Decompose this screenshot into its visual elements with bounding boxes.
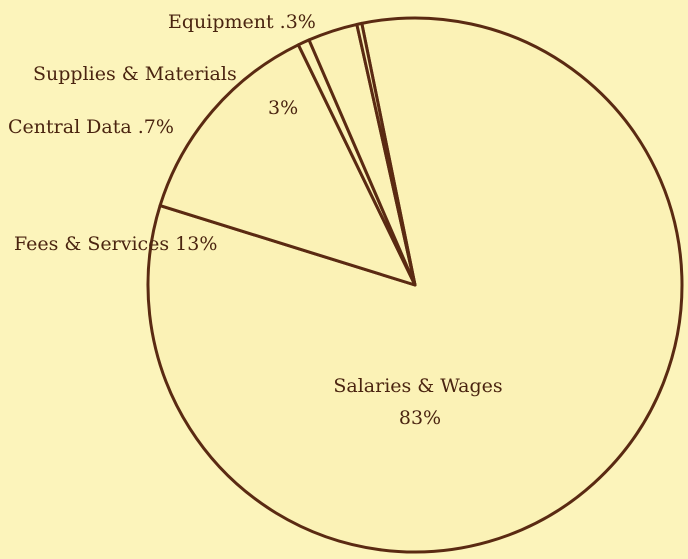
- slice-label: Equipment .3%: [168, 11, 316, 33]
- pie-slice: [355, 21, 417, 287]
- slice-value: 83%: [399, 407, 441, 429]
- slices: [146, 16, 684, 554]
- slice-label: Fees & Services 13%: [14, 233, 217, 255]
- slice-label: Central Data .7%: [8, 116, 174, 138]
- slice-value: .7%: [138, 116, 174, 138]
- slice-label: Fees & Services: [14, 233, 169, 255]
- pie-slice: [158, 43, 417, 287]
- slice-value: 3%: [268, 97, 298, 119]
- slice-label: Supplies & Materials: [33, 63, 237, 85]
- slice-value: 13%: [175, 233, 217, 255]
- slice-label: Central Data: [8, 116, 132, 138]
- slice-label: Equipment: [168, 11, 274, 33]
- slice-value: .3%: [280, 11, 316, 33]
- slice-label: Salaries & Wages: [333, 375, 502, 397]
